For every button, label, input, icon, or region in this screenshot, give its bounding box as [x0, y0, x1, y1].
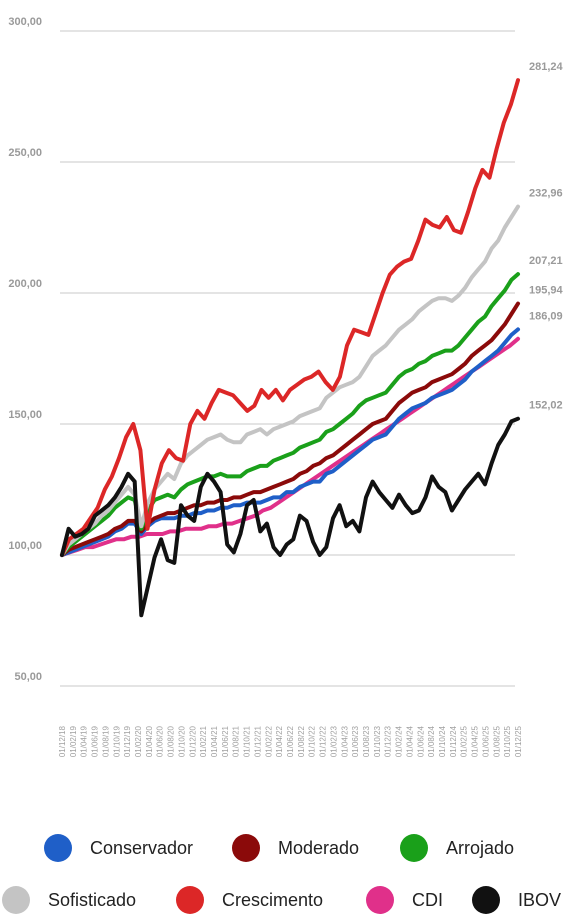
x-tick-label: 01/06/22: [286, 725, 295, 757]
legend-item-arrojado: Arrojado: [400, 828, 514, 868]
legend-label-cdi: CDI: [412, 889, 443, 910]
legend-row-1: Conservador Moderado Arrojado: [0, 828, 570, 868]
x-tick-label: 01/12/25: [514, 725, 523, 757]
y-tick-label: 200,00: [8, 278, 42, 290]
x-tick-label: 01/04/21: [210, 725, 219, 757]
x-tick-label: 01/04/20: [145, 725, 154, 757]
legend-row-2: Sofisticado Crescimento CDI IBOV: [0, 880, 570, 920]
legend-swatch-cdi: [366, 886, 394, 914]
x-tick-label: 01/08/22: [297, 725, 306, 757]
y-tick-label: 100,00: [8, 540, 42, 552]
x-tick-label: 01/08/23: [362, 725, 371, 757]
x-tick-label: 01/08/19: [101, 725, 110, 757]
x-tick-label: 01/12/24: [449, 725, 458, 757]
legend-swatch-sofisticado: [2, 886, 30, 914]
legend-label-moderado: Moderado: [278, 837, 360, 858]
legend-swatch-moderado: [232, 834, 260, 862]
x-tick-label: 01/06/21: [221, 725, 230, 757]
x-tick-label: 01/02/21: [199, 725, 208, 757]
x-tick-label: 01/06/20: [156, 725, 165, 757]
x-tick-label: 01/02/22: [264, 725, 273, 757]
x-tick-label: 01/10/23: [373, 725, 382, 757]
legend-item-ibov: IBOV: [472, 880, 561, 920]
x-tick-label: 01/02/24: [395, 725, 404, 757]
legend-label-sofisticado: Sofisticado: [48, 889, 137, 910]
x-tick-label: 01/10/22: [308, 725, 317, 757]
x-tick-label: 01/04/22: [275, 725, 284, 757]
x-tick-label: 01/12/22: [319, 725, 328, 757]
x-tick-label: 01/04/19: [80, 725, 89, 757]
line-chart: 300,00 250,00 200,00 150,00 100,00 50,00 01/12…: [8, 16, 564, 757]
x-tick-label: 01/06/23: [351, 725, 360, 757]
x-tick-label: 01/02/23: [329, 725, 338, 757]
legend-swatch-ibov: [472, 886, 500, 914]
x-tick-label: 01/10/25: [503, 725, 512, 757]
series-line-ibov: [60, 416, 520, 618]
legend-label-arrojado: Arrojado: [446, 837, 515, 858]
series-line-crescimento: [60, 78, 520, 557]
x-tick-label: 01/04/24: [405, 725, 414, 757]
x-tick-label: 01/08/20: [167, 725, 176, 757]
legend-label-crescimento: Crescimento: [222, 889, 324, 910]
x-tick-label: 01/10/19: [112, 725, 121, 757]
legend-item-crescimento: Crescimento: [176, 880, 323, 920]
x-tick-label: 01/12/18: [58, 725, 67, 757]
y-tick-label: 250,00: [8, 147, 42, 159]
end-label-arrojado: 207,21: [529, 255, 563, 267]
x-tick-label: 01/08/21: [232, 725, 241, 757]
x-tick-label: 01/12/23: [384, 725, 393, 757]
x-tick-label: 01/12/21: [253, 725, 262, 757]
legend-item-conservador: Conservador: [44, 828, 193, 868]
end-label-moderado: 195,94: [529, 285, 564, 297]
x-tick-label: 01/06/19: [91, 725, 100, 757]
legend-swatch-crescimento: [176, 886, 204, 914]
x-tick-label: 01/10/20: [177, 725, 186, 757]
x-tick-label: 01/02/20: [134, 725, 143, 757]
x-tick-label: 01/02/19: [69, 725, 78, 757]
y-tick-label: 150,00: [8, 409, 42, 421]
x-tick-label: 01/08/25: [492, 725, 501, 757]
y-tick-label: 50,00: [14, 671, 42, 683]
x-tick-label: 01/06/25: [481, 725, 490, 757]
x-tick-label: 01/10/21: [243, 725, 252, 757]
end-label-ibov: 152,02: [529, 400, 563, 412]
end-label-conservador: 186,09: [529, 310, 563, 322]
legend-label-ibov: IBOV: [518, 889, 562, 910]
x-tick-label: 01/10/24: [438, 725, 447, 757]
legend-swatch-arrojado: [400, 834, 428, 862]
x-tick-label: 01/06/24: [416, 725, 425, 757]
y-tick-label: 300,00: [8, 16, 42, 28]
end-label-crescimento: 281,24: [529, 61, 564, 73]
series-line-arrojado: [60, 272, 520, 557]
x-tick-label: 01/04/25: [471, 725, 480, 757]
end-label-sofisticado: 232,96: [529, 188, 563, 200]
x-tick-label: 01/12/20: [188, 725, 197, 757]
x-tick-label: 01/12/19: [123, 725, 132, 757]
x-tick-label: 01/02/25: [460, 725, 469, 757]
legend-label-conservador: Conservador: [90, 837, 194, 858]
legend-item-cdi: CDI: [366, 880, 443, 920]
x-tick-label: 01/08/24: [427, 725, 436, 757]
legend-item-moderado: Moderado: [232, 828, 359, 868]
legend-swatch-conservador: [44, 834, 72, 862]
legend-item-sofisticado: Sofisticado: [2, 880, 136, 920]
x-tick-label: 01/04/23: [340, 725, 349, 757]
